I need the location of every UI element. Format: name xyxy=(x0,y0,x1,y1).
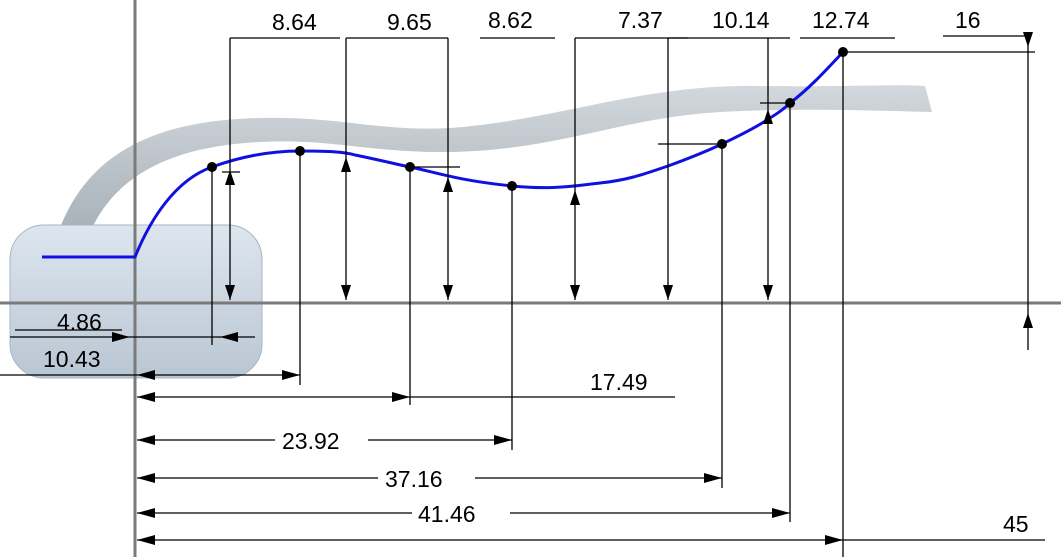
dim-line xyxy=(345,37,460,300)
dim-label: 7.37 xyxy=(618,7,663,33)
dim-label: 8.62 xyxy=(488,7,533,33)
vertical-dimensions: 8.64 9.65 8.62 7.37 10.14 12.74 16 xyxy=(222,7,1035,350)
dim-line xyxy=(10,167,255,345)
arrow xyxy=(341,157,453,300)
horizontal-dimensions: 4.86 10.43 17.49 23.92 37.16 41.46 45 xyxy=(0,52,1045,557)
dim-line xyxy=(843,35,1035,350)
dim-label: 9.65 xyxy=(387,9,432,35)
arrow xyxy=(570,190,673,300)
dim-label: 17.49 xyxy=(590,369,648,395)
dim-label: 16 xyxy=(955,7,981,33)
dim-line xyxy=(574,37,722,300)
dim-line xyxy=(668,37,795,300)
dim-label: 4.86 xyxy=(57,309,102,335)
dim-label: 41.46 xyxy=(418,501,476,527)
dim-label: 37.16 xyxy=(385,466,443,492)
swoosh xyxy=(60,85,932,228)
dim-label: 23.92 xyxy=(282,428,340,454)
dim-line xyxy=(222,37,340,300)
dim-line xyxy=(137,144,723,488)
dim-label: 45 xyxy=(1003,511,1029,537)
dim-label: 12.74 xyxy=(812,7,870,33)
dim-label: 10.43 xyxy=(43,346,101,372)
arrow xyxy=(137,370,300,380)
dim-label: 10.14 xyxy=(712,7,770,33)
dim-line xyxy=(137,52,1045,557)
dim-line xyxy=(137,186,513,450)
dim-label: 8.64 xyxy=(272,9,317,35)
dim-line xyxy=(137,103,791,522)
arrow xyxy=(225,170,235,300)
